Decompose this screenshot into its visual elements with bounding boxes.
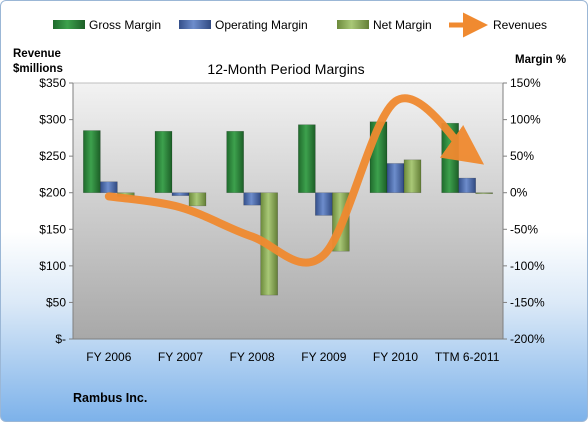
right-tick-label: 100% (510, 113, 541, 127)
bar-gross-margin (226, 130, 244, 194)
bar-net-margin (475, 192, 493, 195)
x-tick-label: FY 2010 (373, 350, 418, 364)
right-tick-label: 50% (510, 149, 534, 163)
revenue-line-layer (104, 94, 485, 267)
right-tick-label: 0% (510, 186, 528, 200)
left-axis-title-line1: Revenue (13, 48, 61, 60)
right-tick-label: 150% (510, 76, 541, 90)
right-tick-label: -200% (510, 332, 545, 346)
revenue-line (104, 94, 485, 267)
legend-label-operating-margin: Operating Margin (215, 18, 308, 32)
legend-label-gross-margin: Gross Margin (89, 18, 161, 32)
bar-operating-margin (386, 163, 405, 194)
plot-area (72, 82, 504, 340)
left-tick-label: $- (55, 332, 66, 346)
bar-gross-margin (298, 124, 316, 194)
left-tick-label: $350 (39, 76, 66, 90)
left-axis-title-line2: $millions (13, 63, 63, 75)
left-tick-label: $200 (39, 186, 66, 200)
left-tick-label: $100 (39, 259, 66, 273)
bar-gross-margin (83, 130, 101, 194)
bar-operating-margin (458, 177, 476, 194)
company-label: Rambus Inc. (73, 391, 147, 405)
legend-swatch-net-margin (337, 20, 369, 29)
left-tick-label: $150 (39, 222, 66, 236)
legend-label-net-margin: Net Margin (373, 18, 432, 32)
x-tick-label: FY 2008 (230, 350, 275, 364)
chart-title: 12-Month Period Margins (207, 61, 364, 77)
left-tick-label: $250 (39, 149, 66, 163)
x-tick-label: FY 2009 (301, 350, 346, 364)
legend: Gross Margin Operating Margin Net Margin… (53, 12, 547, 38)
right-tick-label: -100% (510, 259, 545, 273)
bar-operating-margin (100, 181, 118, 194)
right-tick-label: -150% (510, 295, 545, 309)
bar-net-margin (188, 192, 207, 207)
x-tick-label: TTM 6-2011 (435, 350, 500, 364)
x-tick-label: FY 2006 (86, 350, 131, 364)
legend-swatch-operating-margin (179, 20, 211, 29)
legend-swatch-gross-margin (53, 20, 85, 29)
right-axis-title: Margin % (515, 54, 566, 66)
bar-operating-margin (171, 192, 190, 196)
bar-operating-margin (243, 192, 261, 206)
right-tick-label: -50% (510, 222, 538, 236)
axes: $- $50 $100 $150 $200 $250 $300 $350 -200% -150% -… (39, 76, 545, 364)
bar-gross-margin (154, 130, 173, 194)
x-tick-label: FY 2007 (158, 350, 203, 364)
legend-label-revenues: Revenues (493, 18, 547, 32)
left-tick-label: $50 (46, 295, 66, 309)
bar-operating-margin (315, 192, 333, 216)
bar-net-margin (403, 159, 422, 194)
left-tick-label: $300 (39, 113, 66, 127)
